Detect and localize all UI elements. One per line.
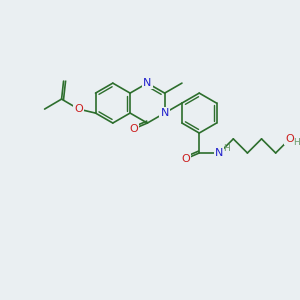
Text: N: N: [160, 108, 169, 118]
Text: H: H: [293, 138, 300, 147]
Text: H: H: [223, 143, 230, 152]
Text: N: N: [143, 78, 152, 88]
Text: O: O: [129, 124, 138, 134]
Text: O: O: [285, 134, 294, 144]
Text: O: O: [181, 154, 190, 164]
Text: N: N: [215, 148, 224, 158]
Text: O: O: [74, 104, 83, 114]
